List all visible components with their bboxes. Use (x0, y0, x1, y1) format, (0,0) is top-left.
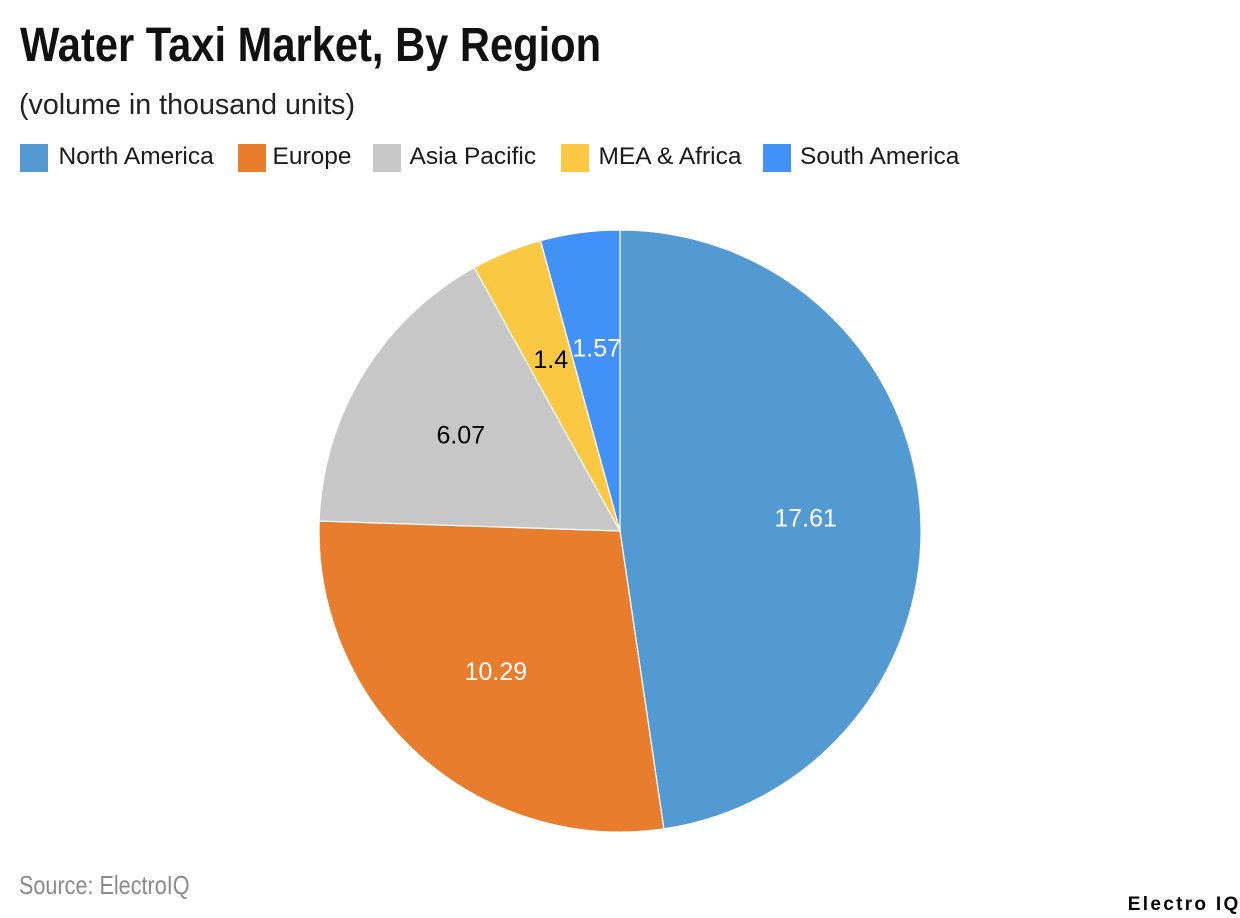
svg-text:1.4: 1.4 (533, 346, 568, 374)
svg-text:6.07: 6.07 (436, 421, 485, 449)
svg-text:17.61: 17.61 (774, 504, 837, 532)
svg-text:1.57: 1.57 (572, 334, 621, 362)
svg-text:10.29: 10.29 (464, 658, 527, 686)
